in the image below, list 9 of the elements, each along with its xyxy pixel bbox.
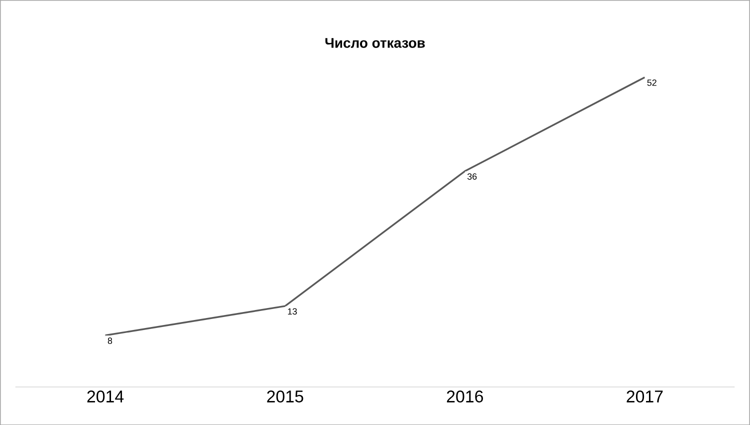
- data-label: 8: [108, 337, 112, 344]
- data-label: 36: [467, 173, 477, 180]
- x-tick-label: 2014: [87, 390, 124, 402]
- data-label: 52: [647, 79, 656, 86]
- chart-title: Число отказов: [325, 38, 425, 48]
- x-tick-label: 2015: [267, 390, 304, 402]
- x-tick-label: 2017: [626, 390, 663, 402]
- data-label: 13: [288, 308, 297, 314]
- x-tick-label: 2016: [446, 390, 483, 402]
